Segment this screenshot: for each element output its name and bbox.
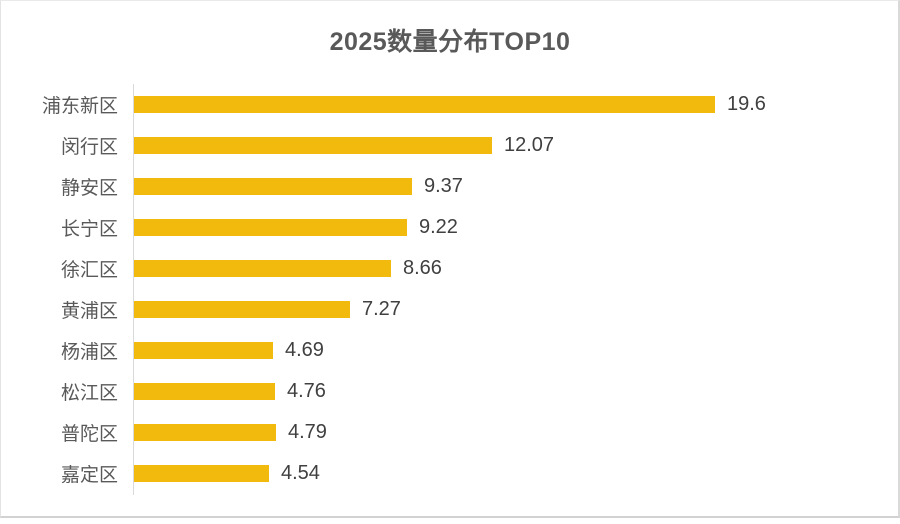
value-label: 19.6 [727,93,766,115]
value-label: 4.76 [287,380,326,402]
value-label: 4.69 [285,339,324,361]
bar [134,424,276,441]
category-label: 普陀区 [60,424,118,445]
chart-row: 嘉定区 4.54 [0,453,900,494]
chart-title: 2025数量分布TOP10 [329,28,571,56]
value-label: 4.54 [281,462,320,484]
chart-row: 徐汇区 8.66 [0,248,900,289]
bar [134,96,715,113]
value-label: 7.27 [362,298,401,320]
bar [134,383,275,400]
category-label: 松江区 [60,383,118,404]
value-label: 9.37 [424,175,463,197]
value-label: 9.22 [419,216,458,238]
category-label: 闵行区 [60,137,118,158]
bar [134,465,269,482]
category-label: 长宁区 [60,219,118,240]
category-label: 浦东新区 [41,96,118,117]
category-label: 徐汇区 [60,260,118,281]
bar [134,260,391,277]
chart-row: 松江区 4.76 [0,371,900,412]
category-label: 嘉定区 [60,465,118,486]
category-label: 静安区 [60,178,118,199]
chart-row: 普陀区 4.79 [0,412,900,453]
plot-area: 浦东新区 19.6 闵行区 12.07 静安区 9.37 长宁区 9.22 徐汇区 8.66 黄浦区… [0,84,900,494]
chart-row: 长宁区 9.22 [0,207,900,248]
bar [134,137,492,154]
chart-row: 静安区 9.37 [0,166,900,207]
bar [134,178,412,195]
value-label: 4.79 [288,421,327,443]
bar [134,301,350,318]
category-label: 杨浦区 [60,342,118,363]
category-label: 黄浦区 [60,301,118,322]
bar [134,219,407,236]
chart-row: 杨浦区 4.69 [0,330,900,371]
bar [134,342,273,359]
y-axis-line [133,84,134,495]
chart-row: 黄浦区 7.27 [0,289,900,330]
chart-row: 闵行区 12.07 [0,125,900,166]
chart-row: 浦东新区 19.6 [0,84,900,125]
value-label: 8.66 [403,257,442,279]
value-label: 12.07 [504,134,555,156]
